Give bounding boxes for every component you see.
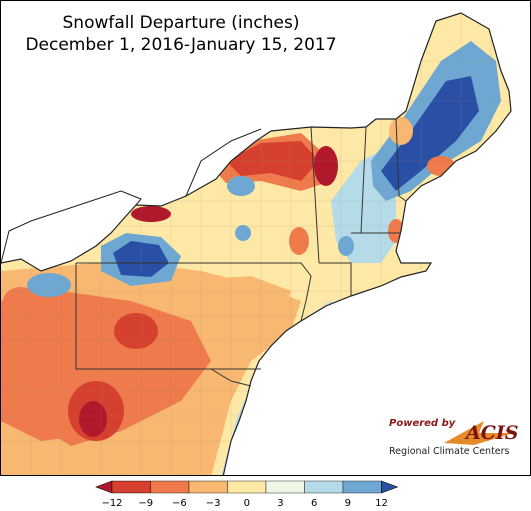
legend-swatch — [111, 480, 151, 494]
legend-swatch — [265, 480, 305, 494]
map-title: Snowfall Departure (inches) — [62, 13, 300, 33]
legend-tick-label: 0 — [243, 498, 250, 509]
legend-swatch — [150, 480, 190, 494]
legend-tick-label: 12 — [375, 498, 388, 509]
color-legend — [95, 480, 399, 494]
legend-arrow-low — [95, 480, 113, 494]
snowfall-departure-map: Snowfall Departure (inches) December 1, … — [0, 0, 531, 476]
legend-tick-label: 6 — [310, 498, 318, 509]
legend-swatch — [188, 480, 228, 494]
legend-tick-label: 3 — [277, 498, 284, 509]
map-date-range: December 1, 2016-January 15, 2017 — [25, 35, 337, 55]
legend-tick-label: −3 — [205, 498, 221, 509]
lake-ontario-shore — [185, 128, 262, 197]
regional-climate-centers-text: Regional Climate Centers — [389, 446, 510, 457]
powered-by-text: Powered by — [389, 418, 456, 429]
coastline — [1, 12, 512, 475]
legend-tick-label: −6 — [172, 498, 187, 509]
lake-erie-shore — [1, 190, 142, 264]
legend-swatch — [304, 480, 344, 494]
legend-swatches — [95, 480, 399, 494]
map-canvas — [1, 12, 512, 475]
legend-arrow-high — [381, 480, 399, 494]
snowfall-field — [1, 13, 511, 475]
acis-brand-text: ACIS — [466, 422, 519, 444]
legend-tick-label: 9 — [344, 498, 351, 509]
legend-swatch — [342, 480, 382, 494]
legend-tick-label: −9 — [138, 498, 154, 509]
legend-swatch — [227, 480, 267, 494]
acis-logo — [384, 413, 519, 463]
acis-swoosh-icon — [444, 421, 514, 445]
legend-tick-label: −12 — [101, 498, 123, 509]
